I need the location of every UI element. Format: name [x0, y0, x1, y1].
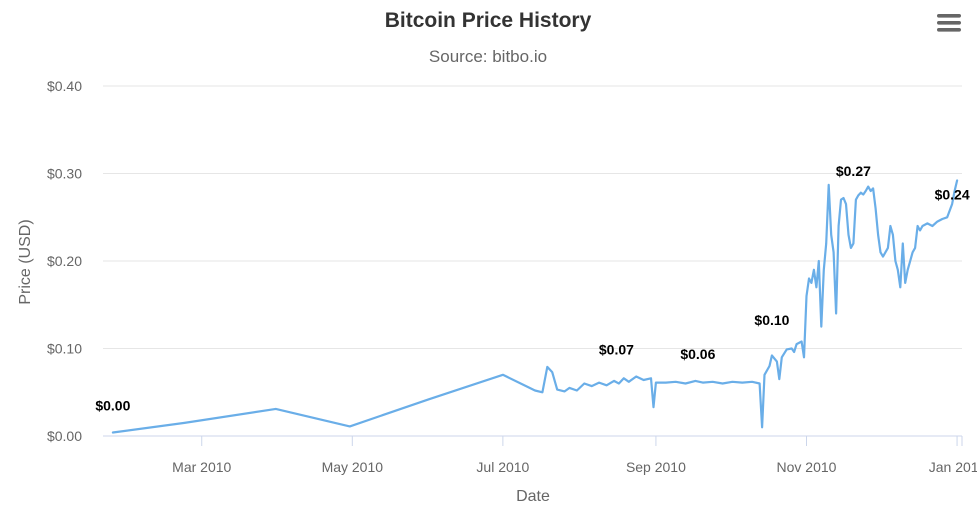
x-tick-label: Jan 2011 [929, 459, 977, 475]
y-tick-label: $0.40 [47, 78, 82, 94]
data-label: $0.10 [754, 312, 789, 328]
chart-title: Bitcoin Price History [385, 9, 592, 32]
data-label: $0.06 [680, 346, 715, 362]
y-tick-label: $0.00 [47, 428, 82, 444]
data-label: $0.00 [95, 398, 130, 414]
hamburger-menu-icon[interactable] [932, 8, 964, 38]
grid-lines [103, 85, 962, 349]
y-axis-title: Price (USD) [17, 219, 34, 304]
data-label: $0.27 [836, 163, 871, 179]
y-tick-label: $0.10 [47, 341, 82, 357]
y-tick-label: $0.30 [47, 166, 82, 182]
y-tick-label: $0.20 [47, 253, 82, 269]
x-tick-label: Sep 2010 [626, 459, 686, 475]
data-labels: $0.00 $0.07 $0.06 $0.10 $0.27 $0.24 [95, 163, 970, 414]
y-axis-tick-labels: $0.00 $0.10 $0.20 $0.30 $0.40 [47, 78, 82, 444]
x-axis-title: Date [516, 488, 550, 502]
x-axis: Mar 2010 May 2010 Jul 2010 Sep 2010 Nov 2010… [103, 435, 977, 475]
series-line-0[interactable] [111, 179, 959, 434]
chart-subtitle: Source: bitbo.io [429, 47, 547, 66]
series-layer [111, 179, 959, 434]
x-tick-label: May 2010 [322, 459, 384, 475]
data-label: $0.07 [599, 342, 634, 358]
x-tick-label: Mar 2010 [172, 459, 231, 475]
x-tick-label: Nov 2010 [777, 459, 837, 475]
x-tick-label: Jul 2010 [476, 459, 529, 475]
data-label: $0.24 [935, 187, 970, 203]
